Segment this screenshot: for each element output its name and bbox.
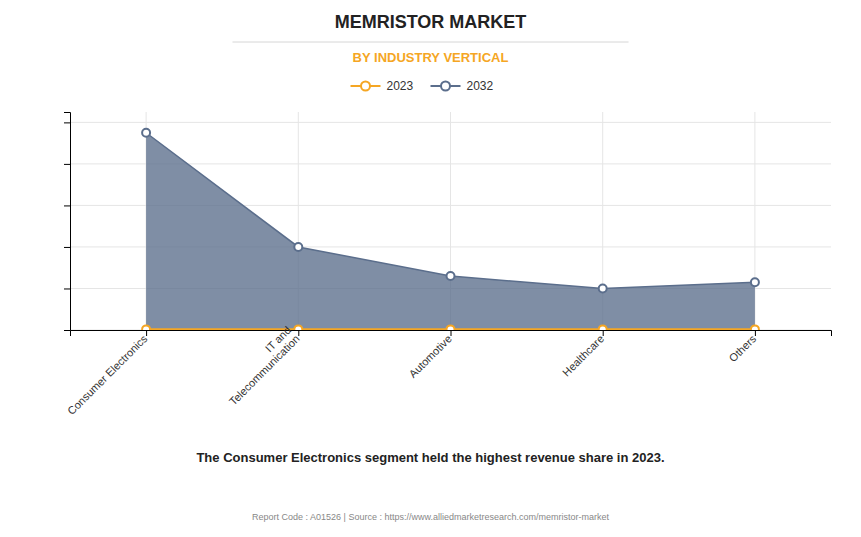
y-axis xyxy=(64,113,71,331)
series-line xyxy=(146,133,755,289)
x-tick-label-line: Consumer Electronics xyxy=(65,332,150,417)
title: MEMRISTOR MARKET xyxy=(335,12,527,32)
y-tick-mark xyxy=(64,330,70,331)
area-fill xyxy=(146,133,755,330)
y-tick-mark xyxy=(64,247,70,248)
title-rule xyxy=(232,42,628,43)
x-tick: Automotive xyxy=(407,330,454,380)
x-tick-label: Consumer Electronics xyxy=(65,332,150,417)
y-tick xyxy=(64,330,70,331)
x-tick: IT andTelecommunication xyxy=(218,324,302,408)
y-axis-line xyxy=(64,113,71,331)
series-marker xyxy=(294,325,302,330)
x-tick-label: Healthcare xyxy=(560,332,606,378)
x-tick-label-line: Others xyxy=(727,332,759,364)
y-tick xyxy=(64,288,70,289)
series-marker xyxy=(751,278,759,286)
x-tick-label-line: Automotive xyxy=(407,332,454,379)
x-axis-line xyxy=(71,331,832,337)
y-tick xyxy=(64,122,70,123)
subtitle: BY INDUSTRY VERTICAL xyxy=(353,50,509,65)
x-tick-mark xyxy=(298,330,299,336)
annotation: Report Code : A01526 | Source : https://… xyxy=(252,512,609,522)
series-marker xyxy=(294,243,302,251)
legend-marker xyxy=(361,82,370,91)
x-tick-mark xyxy=(451,330,452,336)
x-tick-mark xyxy=(603,330,604,336)
y-tick-mark xyxy=(64,164,70,165)
plot: Consumer Electronics IT andTelecommunicat… xyxy=(64,112,832,417)
series-marker xyxy=(599,325,607,330)
grid xyxy=(70,112,831,330)
y-tick-mark xyxy=(64,288,70,289)
legend-marker xyxy=(441,82,450,91)
series-marker xyxy=(447,272,455,280)
annotation: The Consumer Electronics segment held th… xyxy=(196,450,664,465)
y-tick xyxy=(64,164,70,165)
x-tick: Consumer Electronics xyxy=(65,330,150,417)
series-marker xyxy=(142,325,150,330)
chart: MEMRISTOR MARKET BY INDUSTRY VERTICAL Cons… xyxy=(0,0,861,537)
y-tick xyxy=(64,247,70,248)
x-tick-label: Automotive xyxy=(407,332,454,379)
legend-item: 2023 xyxy=(351,79,414,93)
legend-label: 2032 xyxy=(467,79,494,93)
x-tick-label-line: Telecommunication xyxy=(227,332,302,407)
series-marker xyxy=(599,284,607,292)
series-marker xyxy=(142,129,150,137)
x-tick-label: IT andTelecommunication xyxy=(218,324,302,408)
marks xyxy=(142,129,759,330)
series-marker xyxy=(751,325,759,330)
x-tick-mark xyxy=(146,330,147,336)
x-tick-mark xyxy=(755,330,756,336)
y-tick xyxy=(64,205,70,206)
y-tick-mark xyxy=(64,122,70,123)
x-tick-label: Others xyxy=(727,332,759,364)
x-axis: Consumer Electronics IT andTelecommunicat… xyxy=(65,324,832,417)
legend-item: 2032 xyxy=(431,79,494,93)
x-tick: Healthcare xyxy=(560,330,606,379)
series-marker xyxy=(447,325,455,330)
legend-label: 2023 xyxy=(387,79,414,93)
legend: 2023 2032 xyxy=(351,79,494,93)
x-tick: Others xyxy=(727,330,759,364)
y-tick-mark xyxy=(64,205,70,206)
x-tick-label-line: Healthcare xyxy=(560,332,606,378)
